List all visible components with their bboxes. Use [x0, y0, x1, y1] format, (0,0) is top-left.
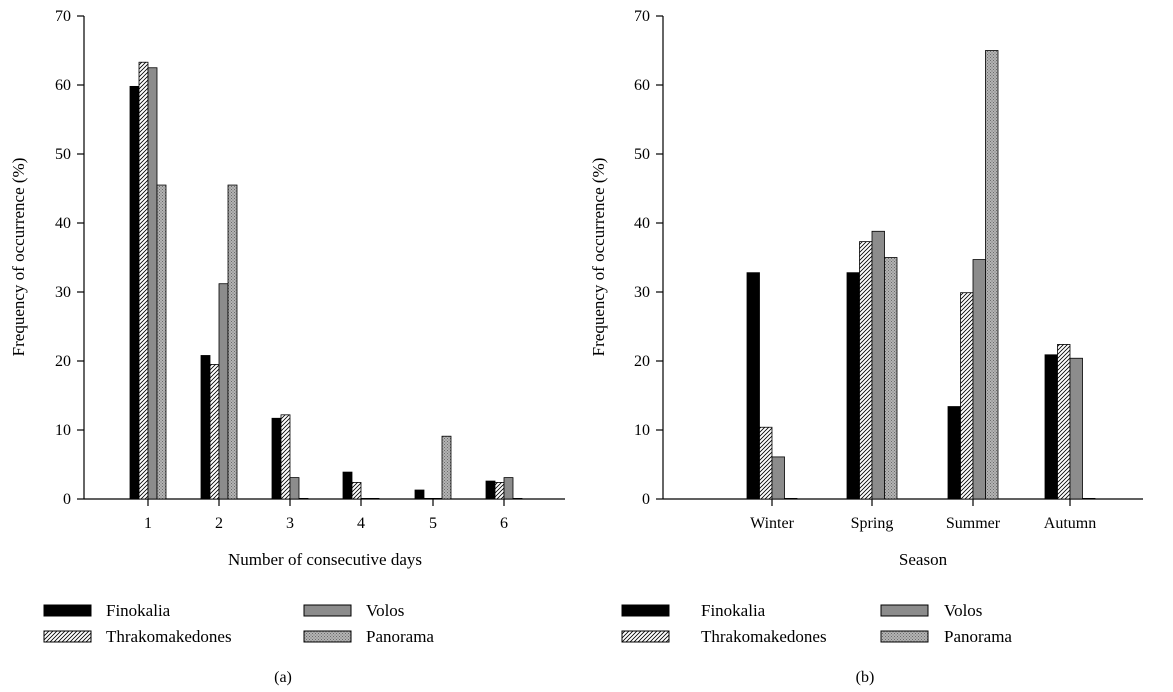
- bar-finokalia-3: [271, 417, 282, 500]
- legend-swatch-thrakomakedones: [621, 630, 670, 643]
- bar-finokalia-autumn: [1044, 354, 1058, 500]
- bar-finokalia-summer: [947, 406, 961, 500]
- x-tick-label: 5: [429, 515, 437, 532]
- chart-a-x-ticks: 1 2 3 4 5 6: [144, 499, 508, 532]
- bar-panorama-autumn: [1082, 497, 1096, 500]
- x-tick-label: 1: [144, 515, 152, 532]
- chart-a: 0 10 20 30 40 50 60 70 1 2 3 4 5 6 Number of consecu…: [9, 8, 565, 686]
- legend-label-panorama: Panorama: [944, 627, 1012, 646]
- chart-b-x-axis-label: Season: [899, 550, 948, 569]
- y-tick-label: 50: [55, 146, 71, 163]
- legend-swatch-finokalia: [621, 604, 670, 617]
- bar-finokalia-5: [414, 489, 425, 500]
- bar-panorama-1: [156, 184, 167, 500]
- bar-volos-5: [432, 497, 443, 500]
- legend-label-volos: Volos: [944, 601, 982, 620]
- legend-swatch-finokalia: [43, 604, 92, 617]
- y-tick-label: 0: [63, 491, 71, 508]
- chart-a-y-ticks: 0 10 20 30 40 50 60 70: [55, 8, 84, 508]
- chart-b-legend: Finokalia Thrakomakedones Volos Panorama: [621, 601, 1012, 646]
- bar-panorama-spring: [884, 257, 898, 500]
- bar-panorama-winter: [784, 497, 798, 500]
- bar-finokalia-winter: [746, 272, 760, 500]
- bar-finokalia-4: [342, 471, 353, 500]
- y-tick-label: 40: [634, 215, 650, 232]
- legend-label-thrakomakedones: Thrakomakedones: [701, 627, 827, 646]
- y-tick-label: 10: [55, 422, 71, 439]
- bar-volos-6: [503, 477, 514, 500]
- bar-thrakomakedones-2: [209, 364, 220, 500]
- bar-panorama-4: [369, 497, 380, 500]
- y-tick-label: 10: [634, 422, 650, 439]
- y-tick-label: 30: [55, 284, 71, 301]
- y-tick-label: 30: [634, 284, 650, 301]
- x-tick-label: Spring: [851, 515, 894, 532]
- bar-finokalia-2: [200, 355, 211, 500]
- chart-a-y-axis-label: Frequency of occurrence (%): [9, 158, 28, 357]
- bar-volos-summer: [972, 259, 986, 500]
- y-tick-label: 50: [634, 146, 650, 163]
- chart-a-caption: (a): [274, 669, 292, 686]
- bar-panorama-3: [298, 497, 309, 500]
- legend-label-finokalia: Finokalia: [701, 601, 766, 620]
- chart-a-legend: Finokalia Thrakomakedones Volos Panorama: [43, 601, 434, 646]
- bar-thrakomakedones-spring: [859, 241, 873, 500]
- bar-thrakomakedones-summer: [960, 292, 974, 500]
- bar-volos-autumn: [1069, 357, 1083, 500]
- legend-label-finokalia: Finokalia: [106, 601, 171, 620]
- legend-label-thrakomakedones: Thrakomakedones: [106, 627, 232, 646]
- x-tick-label: 4: [357, 515, 365, 532]
- legend-swatch-panorama: [303, 630, 352, 643]
- chart-b: 0 10 20 30 40 50 60 70 Winter Spring Summer Autumn…: [589, 8, 1143, 686]
- legend-label-volos: Volos: [366, 601, 404, 620]
- chart-b-y-ticks: 0 10 20 30 40 50 60 70: [634, 8, 663, 508]
- bar-finokalia-spring: [846, 272, 860, 500]
- chart-a-bars: [129, 61, 523, 500]
- bar-panorama-summer: [985, 50, 999, 500]
- y-tick-label: 0: [642, 491, 650, 508]
- x-tick-label: 6: [500, 515, 508, 532]
- bar-finokalia-1: [129, 85, 140, 500]
- bar-volos-1: [147, 67, 158, 500]
- bar-volos-4: [360, 497, 371, 500]
- bar-finokalia-6: [485, 480, 496, 500]
- y-tick-label: 60: [634, 77, 650, 94]
- y-tick-label: 20: [634, 353, 650, 370]
- legend-swatch-panorama: [880, 630, 929, 643]
- x-tick-label: Summer: [946, 515, 1001, 532]
- x-tick-label: Autumn: [1044, 515, 1096, 532]
- bar-volos-winter: [771, 456, 785, 500]
- y-tick-label: 70: [55, 8, 71, 25]
- chart-b-bars: [746, 50, 1096, 500]
- y-tick-label: 70: [634, 8, 650, 25]
- bar-thrakomakedones-1: [138, 61, 149, 500]
- x-tick-label: 2: [215, 515, 223, 532]
- bar-panorama-6: [512, 497, 523, 500]
- bar-thrakomakedones-autumn: [1057, 344, 1071, 500]
- x-tick-label: Winter: [750, 515, 794, 532]
- y-tick-label: 20: [55, 353, 71, 370]
- chart-b-y-axis-label: Frequency of occurrence (%): [589, 158, 608, 357]
- chart-b-x-ticks: Winter Spring Summer Autumn: [750, 499, 1096, 532]
- legend-swatch-volos: [880, 604, 929, 617]
- bar-thrakomakedones-4: [351, 482, 362, 500]
- bar-panorama-2: [227, 184, 238, 500]
- chart-b-caption: (b): [856, 669, 875, 686]
- bar-thrakomakedones-5: [423, 497, 434, 500]
- bar-thrakomakedones-6: [494, 482, 505, 500]
- chart-a-x-axis-label: Number of consecutive days: [228, 550, 422, 569]
- bar-panorama-5: [441, 435, 452, 500]
- bar-thrakomakedones-winter: [759, 426, 773, 500]
- bar-volos-3: [289, 477, 300, 500]
- y-tick-label: 60: [55, 77, 71, 94]
- bar-thrakomakedones-3: [280, 414, 291, 500]
- x-tick-label: 3: [286, 515, 294, 532]
- legend-swatch-volos: [303, 604, 352, 617]
- bar-volos-2: [218, 283, 229, 500]
- y-tick-label: 40: [55, 215, 71, 232]
- legend-swatch-thrakomakedones: [43, 630, 92, 643]
- legend-label-panorama: Panorama: [366, 627, 434, 646]
- bar-volos-spring: [871, 230, 885, 500]
